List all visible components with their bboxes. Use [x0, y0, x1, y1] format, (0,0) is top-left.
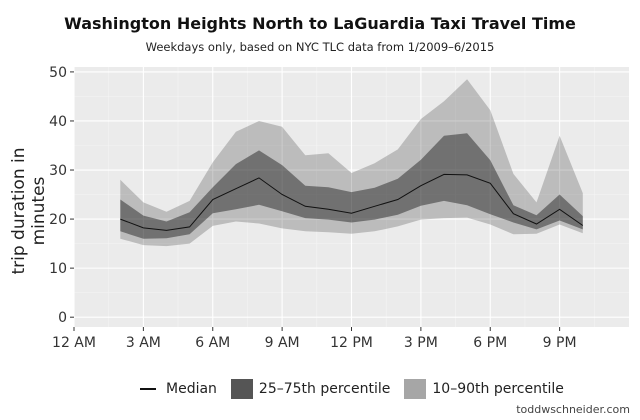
- x-tick-label: 3 PM: [404, 335, 438, 351]
- credit: toddwschneider.com: [516, 403, 630, 416]
- legend-swatch-median: [140, 388, 156, 390]
- y-tick-label: 50: [49, 65, 67, 81]
- legend-item-median: Median: [140, 381, 217, 397]
- chart-title: Washington Heights North to LaGuardia Ta…: [64, 14, 576, 33]
- median-line: [120, 173, 584, 231]
- y-tick-label: 20: [49, 212, 67, 228]
- x-tick-label: 9 AM: [265, 335, 300, 351]
- legend: Median 25–75th percentile 10–90th percen…: [140, 379, 578, 399]
- x-tick-label: 6 PM: [473, 335, 507, 351]
- chart-subtitle: Weekdays only, based on NYC TLC data fro…: [145, 40, 495, 54]
- y-tick-label: 40: [49, 114, 67, 130]
- band-p10-p90: [120, 79, 583, 247]
- x-tick-label: 9 PM: [543, 335, 577, 351]
- y-tick-label: 10: [49, 261, 67, 277]
- legend-item-p10-90: 10–90th percentile: [404, 379, 564, 399]
- y-axis-label: trip duration in minutes: [9, 147, 49, 275]
- y-tick-label: 30: [49, 163, 67, 179]
- legend-label-median: Median: [166, 381, 217, 397]
- legend-swatch-iqr: [230, 379, 253, 399]
- y-tick-label: 0: [58, 310, 67, 326]
- x-tick-label: 12 PM: [330, 335, 373, 351]
- legend-swatch-p10-90: [404, 379, 427, 399]
- legend-label-iqr: 25–75th percentile: [258, 381, 391, 397]
- x-tick-label: 3 AM: [126, 335, 161, 351]
- x-tick-label: 12 AM: [52, 335, 96, 351]
- band-p25-p75: [120, 133, 583, 239]
- x-tick-label: 6 AM: [195, 335, 230, 351]
- legend-item-iqr: 25–75th percentile: [230, 379, 391, 399]
- legend-label-p10-90: 10–90th percentile: [432, 381, 564, 397]
